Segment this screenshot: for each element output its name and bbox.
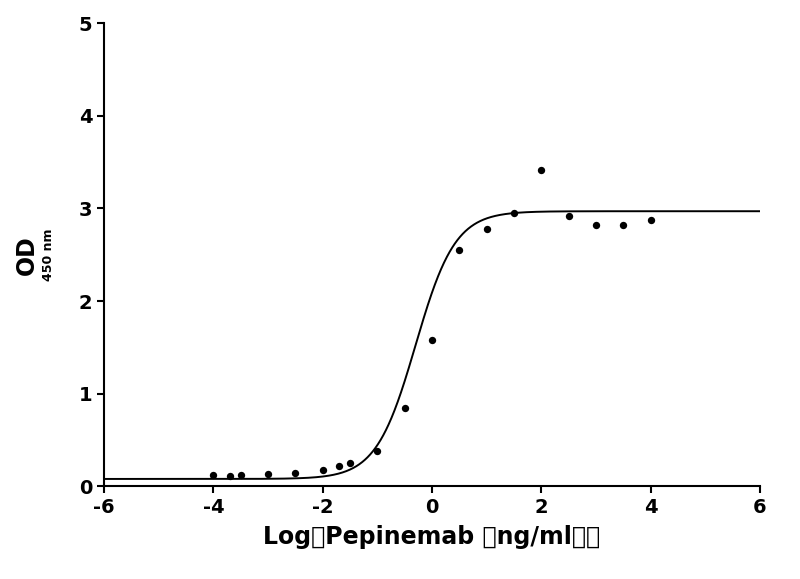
Point (316, 465, 329, 474)
X-axis label: Log（Pepinemab （ng/ml））: Log（Pepinemab （ng/ml）） (263, 526, 601, 549)
Text: 450 nm: 450 nm (42, 229, 54, 281)
Point (333, 461, 346, 471)
Point (344, 459, 357, 468)
Point (289, 469, 302, 478)
Text: OD: OD (14, 235, 38, 274)
Point (207, 471, 220, 480)
Point (480, 224, 493, 233)
Point (535, 165, 548, 174)
Point (507, 208, 520, 218)
Point (453, 245, 466, 255)
Point (234, 471, 247, 480)
Point (371, 446, 384, 456)
Point (644, 215, 657, 224)
Point (426, 335, 438, 345)
Point (223, 471, 236, 481)
Point (590, 221, 602, 230)
Point (562, 211, 575, 221)
Point (262, 470, 274, 479)
Point (398, 403, 411, 412)
Point (617, 221, 630, 230)
